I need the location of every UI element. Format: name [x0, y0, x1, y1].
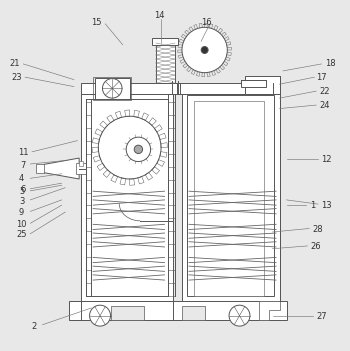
- Text: 17: 17: [316, 73, 327, 82]
- Text: 26: 26: [311, 243, 322, 251]
- Text: 13: 13: [321, 201, 332, 210]
- Bar: [36, 164, 44, 173]
- Text: 28: 28: [313, 225, 323, 234]
- Bar: [241, 80, 266, 87]
- Bar: [245, 76, 280, 94]
- Circle shape: [103, 79, 122, 98]
- Polygon shape: [259, 301, 280, 320]
- Bar: [93, 77, 131, 99]
- Text: 1: 1: [310, 201, 315, 210]
- Bar: [76, 163, 86, 174]
- Text: 24: 24: [320, 101, 330, 110]
- Bar: [81, 94, 173, 301]
- Text: 22: 22: [320, 87, 330, 96]
- Text: 9: 9: [19, 207, 24, 217]
- Circle shape: [182, 27, 227, 73]
- Text: 25: 25: [16, 230, 27, 239]
- Bar: [69, 301, 287, 320]
- Text: 7: 7: [21, 160, 26, 170]
- Bar: [81, 83, 280, 94]
- Bar: [182, 94, 280, 301]
- Bar: [95, 78, 130, 99]
- Circle shape: [201, 47, 208, 53]
- Bar: [194, 100, 264, 296]
- Text: 12: 12: [321, 155, 332, 164]
- Text: 4: 4: [19, 174, 24, 184]
- Bar: [152, 39, 178, 45]
- Text: 16: 16: [201, 18, 212, 27]
- Text: 15: 15: [91, 18, 102, 27]
- Circle shape: [134, 145, 142, 153]
- Text: 5: 5: [19, 187, 24, 196]
- Circle shape: [90, 305, 111, 326]
- Text: 14: 14: [154, 11, 164, 20]
- Circle shape: [126, 137, 150, 161]
- Text: 6: 6: [21, 185, 26, 194]
- Text: 18: 18: [325, 59, 335, 68]
- Circle shape: [229, 305, 250, 326]
- Text: 11: 11: [18, 148, 29, 157]
- Text: 2: 2: [31, 322, 36, 331]
- Polygon shape: [39, 158, 79, 179]
- Circle shape: [98, 116, 161, 179]
- Text: 21: 21: [9, 59, 20, 68]
- Text: 3: 3: [19, 197, 24, 206]
- Bar: [182, 306, 205, 320]
- Bar: [79, 160, 83, 166]
- Bar: [156, 43, 175, 83]
- Text: 10: 10: [16, 220, 27, 229]
- Bar: [187, 95, 274, 296]
- Bar: [86, 99, 168, 296]
- Text: 27: 27: [316, 312, 327, 321]
- Text: 23: 23: [11, 73, 22, 82]
- Bar: [111, 306, 144, 320]
